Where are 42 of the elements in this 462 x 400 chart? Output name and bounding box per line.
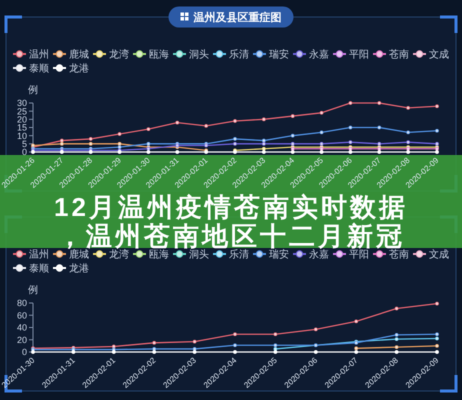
legend-label: 龙湾: [109, 48, 129, 61]
legend-label: 文成: [429, 248, 449, 261]
legend-label: 鹿城: [69, 48, 89, 61]
legend-label: 泰顺: [29, 64, 49, 75]
legend-label: 洞头: [189, 248, 209, 261]
legend-label: 永嘉: [309, 248, 329, 261]
y-tick-label: 15: [16, 122, 27, 133]
legend-label: 苍南: [389, 48, 409, 61]
legend-label: 瓯海: [149, 48, 169, 61]
legend-label: 平阳: [349, 50, 369, 61]
legend-label: 瓯海: [149, 248, 169, 261]
y-axis-title: 例: [28, 85, 38, 96]
legend-label: 永嘉: [309, 48, 329, 61]
y-axis-title: 例: [28, 285, 38, 296]
y-tick-label: 30: [16, 98, 27, 108]
legend-label: 龙港: [69, 62, 89, 75]
y-tick-label: 20: [16, 334, 27, 345]
legend-label: 龙港: [69, 262, 89, 275]
y-tick-label: 40: [16, 322, 27, 333]
legend-label: 平阳: [349, 250, 369, 261]
title: 温州及县区重症图: [168, 6, 294, 28]
legend-label: 龙湾: [109, 248, 129, 261]
legend-label: 泰顺: [29, 264, 49, 275]
y-tick-label: 20: [16, 114, 27, 125]
y-tick-label: 5: [22, 139, 27, 150]
legend-label: 文成: [429, 48, 449, 61]
legend-label: 苍南: [389, 248, 409, 261]
legend-label: 洞头: [189, 48, 209, 61]
y-tick-label: 80: [16, 298, 27, 308]
legend-label: 温州: [29, 48, 49, 61]
legend-label: 乐清: [229, 248, 249, 261]
legend-label: 鹿城: [69, 248, 89, 261]
y-tick-label: 60: [16, 310, 27, 320]
legend-label: 瑞安: [269, 248, 289, 261]
legend-label: 瑞安: [269, 48, 289, 61]
y-tick-label: 0: [22, 347, 27, 358]
y-tick-label: 0: [22, 147, 27, 158]
legend-label: 温州: [29, 248, 49, 261]
chart-title: 温州及县区重症图: [192, 11, 282, 24]
legend-label: 乐清: [229, 48, 249, 61]
y-tick-label: 10: [16, 130, 27, 141]
y-tick-label: 25: [16, 106, 27, 116]
